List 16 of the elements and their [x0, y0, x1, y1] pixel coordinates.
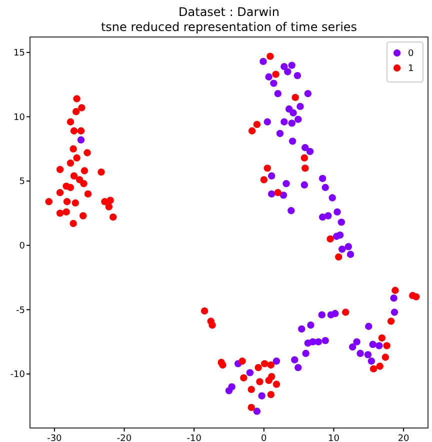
- legend-label: 0: [408, 49, 414, 60]
- x-tick-label: -10: [186, 434, 202, 442]
- chart-subtitle: tsne reduced representation of time series: [100, 20, 358, 34]
- x-tick-label: 10: [328, 434, 340, 442]
- y-tick-label: 10: [14, 112, 26, 123]
- chart-title: Dataset : Darwin: [178, 5, 280, 19]
- y-tick-label: 5: [19, 177, 25, 188]
- x-tick-label: -20: [116, 434, 132, 442]
- y-tick-label: -5: [16, 306, 25, 316]
- y-tick-label: -10: [10, 370, 26, 380]
- y-tick-label: 0: [19, 242, 26, 252]
- x-tick-label: 20: [398, 434, 410, 442]
- x-tick-label: -30: [47, 434, 62, 442]
- y-tick-label: 15: [14, 48, 25, 59]
- x-tick-label: 0: [261, 434, 268, 442]
- legend-label: 1: [408, 64, 414, 74]
